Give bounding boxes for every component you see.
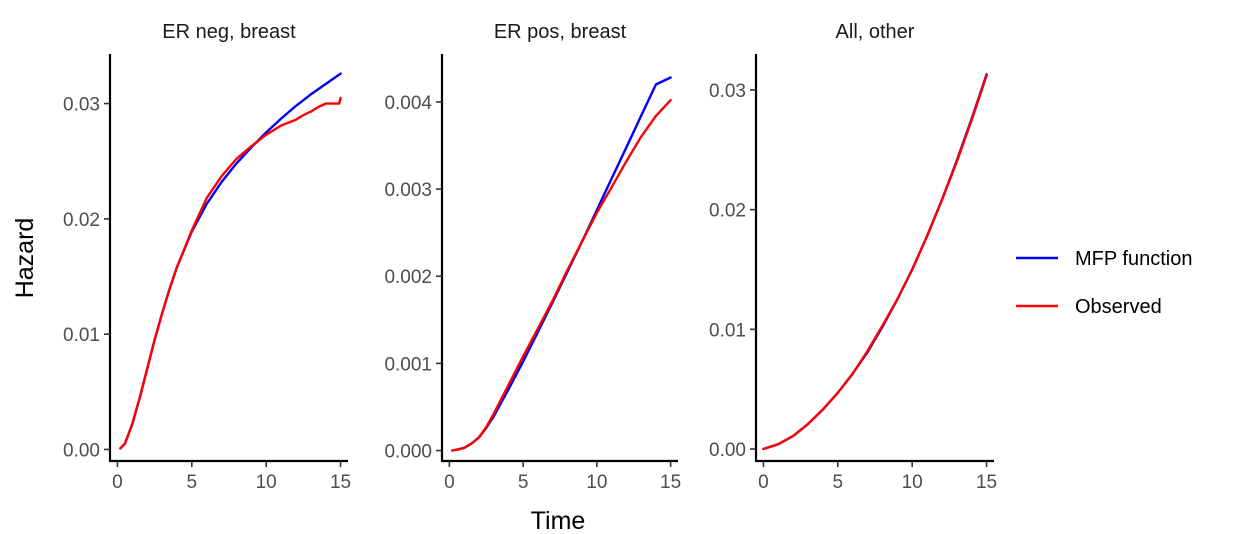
x-tick-label: 10 [586, 472, 607, 493]
x-tick-label: 15 [660, 472, 681, 493]
series-line-mfp-function [119, 72, 342, 450]
y-tick-label: 0.02 [63, 210, 100, 231]
legend: MFP function Observed [1016, 248, 1192, 318]
y-tick-label: 0.02 [709, 201, 746, 222]
y-tick-label: 0.01 [709, 320, 746, 341]
y-axis-title: Hazard [11, 218, 39, 299]
x-tick-label: 10 [256, 472, 277, 493]
x-tick-label: 0 [758, 472, 769, 493]
x-tick-label: 5 [187, 472, 198, 493]
y-tick-label: 0.01 [63, 325, 100, 346]
y-tick-label: 0.03 [63, 95, 100, 116]
panel-title: All, other [836, 21, 915, 43]
y-tick-label: 0.001 [384, 354, 432, 375]
y-tick-label: 0.03 [709, 81, 746, 102]
panel-2: ER pos, breast 0.000 0.001 0.002 0.003 0.004 0… [384, 21, 681, 493]
x-tick-label: 10 [902, 472, 923, 493]
series-line-mfp-function [762, 73, 988, 451]
y-tick-label: 0.004 [384, 93, 432, 114]
panel-1: ER neg, breast 0.00 0.01 0.02 0.03 0 5 10 15 [63, 21, 351, 493]
y-tick-label: 0.00 [709, 440, 746, 461]
x-tick-label: 5 [518, 472, 529, 493]
panel-title: ER neg, breast [162, 21, 296, 43]
panel-title: ER pos, breast [494, 21, 627, 43]
panel-3: All, other 0.00 0.01 0.02 0.03 0 5 10 15 [709, 21, 997, 493]
x-tick-label: 15 [330, 472, 351, 493]
legend-label: MFP function [1075, 248, 1192, 270]
x-tick-label: 0 [444, 472, 455, 493]
legend-item: Observed [1016, 296, 1162, 318]
series-line-observed [119, 96, 342, 450]
x-tick-label: 15 [976, 472, 997, 493]
legend-item: MFP function [1016, 248, 1192, 270]
series-line-observed [762, 74, 988, 451]
y-tick-label: 0.002 [384, 267, 432, 288]
legend-label: Observed [1075, 296, 1162, 318]
series-line-observed [451, 98, 672, 452]
y-tick-label: 0.003 [384, 180, 432, 201]
y-tick-label: 0.000 [384, 442, 432, 463]
series-line-mfp-function [451, 76, 672, 452]
x-axis-title: Time [531, 507, 586, 534]
x-tick-label: 5 [833, 472, 844, 493]
x-tick-label: 0 [112, 472, 123, 493]
y-tick-label: 0.00 [63, 440, 100, 461]
